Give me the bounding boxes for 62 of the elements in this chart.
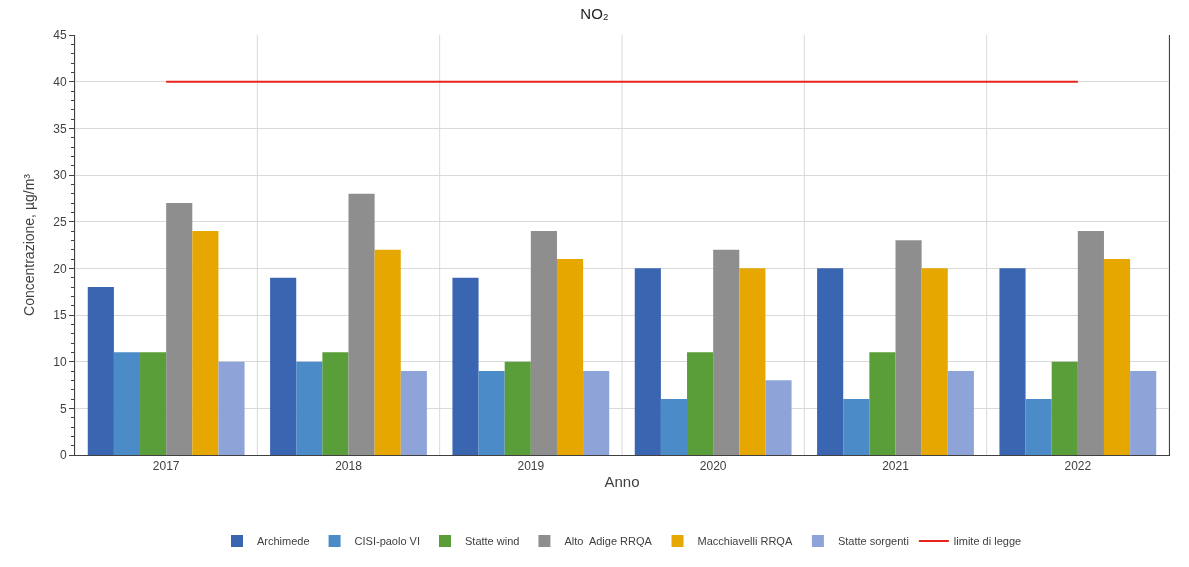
bar xyxy=(218,361,245,455)
bar xyxy=(765,380,792,455)
bar xyxy=(1077,231,1104,455)
bar xyxy=(530,231,557,455)
bar xyxy=(348,193,375,455)
legend-label: Archimede xyxy=(257,535,310,548)
bar xyxy=(504,361,531,455)
bar xyxy=(1051,361,1078,455)
x-tick-label: 2022 xyxy=(1064,459,1092,474)
legend-label: limite di legge xyxy=(953,535,1022,548)
bar xyxy=(478,371,505,455)
y-tick-label: 10 xyxy=(53,354,67,369)
bar xyxy=(1130,371,1157,455)
y-tick-label: 45 xyxy=(53,28,67,43)
bar xyxy=(270,277,297,455)
y-axis-title: Concentrazione, µg/m³ xyxy=(20,173,37,316)
bar xyxy=(374,249,401,455)
x-tick-label: 2019 xyxy=(517,459,545,474)
bar xyxy=(921,268,948,455)
bar xyxy=(452,277,479,455)
legend-label: Statte wind xyxy=(465,535,520,548)
x-tick-label: 2021 xyxy=(882,459,910,474)
chart-title: NO₂ xyxy=(580,5,609,23)
bar xyxy=(296,361,323,455)
bar xyxy=(400,371,427,455)
y-tick-label: 30 xyxy=(53,168,67,183)
bar xyxy=(166,203,193,455)
bar xyxy=(192,231,219,455)
bar xyxy=(634,268,661,455)
y-tick-label: 25 xyxy=(53,214,67,229)
y-tick-label: 20 xyxy=(53,261,67,276)
bar xyxy=(140,352,167,455)
bar xyxy=(843,399,870,455)
bar xyxy=(583,371,610,455)
y-tick-label: 0 xyxy=(59,448,67,463)
legend-label: CISI-paolo VI xyxy=(354,535,420,548)
bar xyxy=(660,399,688,455)
bar xyxy=(687,352,714,455)
bar xyxy=(556,259,584,455)
y-tick-label: 5 xyxy=(59,401,67,416)
bar xyxy=(895,240,922,455)
legend-label: Statte sorgenti xyxy=(837,535,909,548)
legend-label: Macchiavelli RRQA xyxy=(697,535,793,548)
x-axis-title: Anno xyxy=(604,473,640,491)
bar xyxy=(87,287,114,455)
bar xyxy=(869,352,896,455)
bar xyxy=(322,352,349,455)
y-tick-label: 15 xyxy=(53,308,67,323)
bar xyxy=(817,268,844,455)
bar xyxy=(999,268,1026,455)
x-tick-label: 2017 xyxy=(152,459,180,474)
bar xyxy=(1025,399,1052,455)
bar xyxy=(1103,259,1131,455)
legend-label: Alto Adige RRQA xyxy=(564,535,653,548)
x-tick-label: 2018 xyxy=(335,459,363,474)
y-tick-label: 40 xyxy=(53,74,67,89)
bar xyxy=(739,268,766,455)
x-tick-label: 2020 xyxy=(699,459,727,474)
bar xyxy=(713,249,740,455)
y-tick-label: 35 xyxy=(53,121,67,136)
bar xyxy=(947,371,974,455)
bar xyxy=(113,352,141,455)
